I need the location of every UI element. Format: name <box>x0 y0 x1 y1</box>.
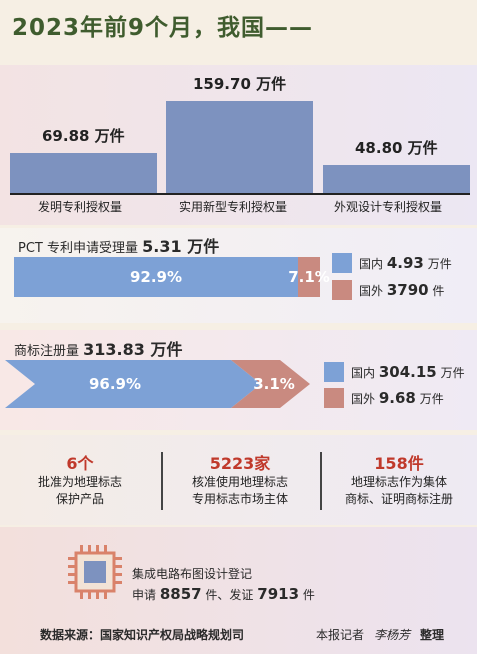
pct-title-value: 5.31 万件 <box>142 237 220 256</box>
stat-desc-line2: 专用标志市场主体 <box>191 492 288 506</box>
pct-title-prefix: PCT 专利申请受理量 <box>18 241 138 256</box>
bar-baseline <box>10 193 470 195</box>
pct-foreign-bar: 7.1% <box>288 257 330 297</box>
legend-label: 国外 <box>359 284 384 298</box>
data-source: 数据来源：国家知识产权局战略规划司 <box>40 628 245 642</box>
pct-title: PCT 专利申请受理量 5.31 万件 <box>18 233 219 257</box>
pct-foreign-pct: 7.1% <box>288 268 330 286</box>
bar-category-label: 发明专利授权量 <box>38 200 123 214</box>
legend-value: 9.68 <box>378 389 416 407</box>
legend-value: 3790 <box>386 281 429 299</box>
geo-stat-entities: 5223家 核准使用地理标志 专用标志市场主体 <box>165 450 315 508</box>
page-title: 2023年前9个月，我国—— <box>12 15 314 41</box>
bar-value-label: 159.70 万件 <box>193 75 287 93</box>
pct-domestic-pct: 92.9% <box>129 268 183 286</box>
ic-title: 集成电路布图设计登记 <box>132 567 253 581</box>
ic-apply-value: 8857 <box>159 585 202 603</box>
trademark-domestic-arrow <box>5 360 261 408</box>
bar-value-label: 69.88 万件 <box>42 127 125 145</box>
trademark-title-prefix: 商标注册量 <box>14 344 80 359</box>
trademark-title: 商标注册量 313.83 万件 <box>14 336 182 360</box>
bar-utility-model <box>166 101 313 193</box>
bar-value-label: 48.80 万件 <box>355 139 438 157</box>
bar-category-label: 外观设计专利授权量 <box>334 200 443 214</box>
legend-unit: 万件 <box>427 257 452 271</box>
stat-desc-line2: 商标、证明商标注册 <box>344 492 453 506</box>
ic-apply-prefix: 申请 <box>132 588 157 602</box>
reporter-suffix: 整理 <box>420 628 445 642</box>
legend-foreign-swatch <box>332 280 352 300</box>
legend-domestic-swatch <box>324 362 344 382</box>
trademark-arrow-bar <box>5 360 310 408</box>
chip-icon <box>68 545 122 599</box>
legend-value: 4.93 <box>386 254 424 272</box>
stat-desc-line2: 保护产品 <box>55 492 104 506</box>
divider <box>320 452 322 510</box>
ic-apply-suffix: 件、发证 <box>205 588 254 602</box>
bar-invention <box>10 153 157 193</box>
reporter-name: 李杨芳 <box>374 628 411 642</box>
geo-section <box>0 435 477 525</box>
legend-label: 国外 <box>351 392 376 406</box>
legend-unit: 万件 <box>419 392 444 406</box>
pct-legend-domestic: 国内 4.93 万件 <box>359 254 452 272</box>
legend-unit: 件 <box>432 284 445 298</box>
reporter-prefix: 本报记者 <box>316 628 365 642</box>
trademark-legend-foreign: 国外 9.68 万件 <box>351 389 444 407</box>
stat-value: 158件 <box>374 454 424 473</box>
legend-label: 国内 <box>351 366 376 380</box>
trademark-legend-domestic: 国内 304.15 万件 <box>351 363 465 381</box>
reporter-credit: 本报记者 李杨芳 整理 <box>316 626 444 643</box>
geo-stat-products: 6个 批准为地理标志 保护产品 <box>10 450 150 508</box>
stat-value: 5223家 <box>209 454 271 473</box>
trademark-foreign-arrow <box>231 360 310 408</box>
legend-foreign-swatch <box>324 388 344 408</box>
pct-legend-foreign: 国外 3790 件 <box>359 281 444 299</box>
bar-category-label: 实用新型专利授权量 <box>179 200 288 214</box>
stat-value: 6个 <box>66 454 94 473</box>
stat-desc-line1: 批准为地理标志 <box>37 475 122 489</box>
trademark-domestic-pct: 96.9% <box>88 375 142 393</box>
geo-stat-trademarks: 158件 地理标志作为集体 商标、证明商标注册 <box>324 450 474 508</box>
bar-design <box>323 165 470 193</box>
legend-label: 国内 <box>359 257 384 271</box>
trademark-title-value: 313.83 万件 <box>83 340 183 359</box>
legend-unit: 万件 <box>440 366 465 380</box>
ic-counts: 申请 8857 件、发证 7913 件 <box>132 585 315 603</box>
pct-domestic-bar: 92.9% <box>14 257 298 297</box>
ic-issue-value: 7913 <box>257 585 300 603</box>
legend-domestic-swatch <box>332 253 352 273</box>
ic-issue-suffix: 件 <box>302 588 315 602</box>
legend-value: 304.15 <box>378 363 437 381</box>
stat-desc-line1: 地理标志作为集体 <box>350 475 447 489</box>
stat-desc-line1: 核准使用地理标志 <box>191 475 288 489</box>
divider <box>161 452 163 510</box>
trademark-foreign-pct: 3.1% <box>253 375 295 393</box>
